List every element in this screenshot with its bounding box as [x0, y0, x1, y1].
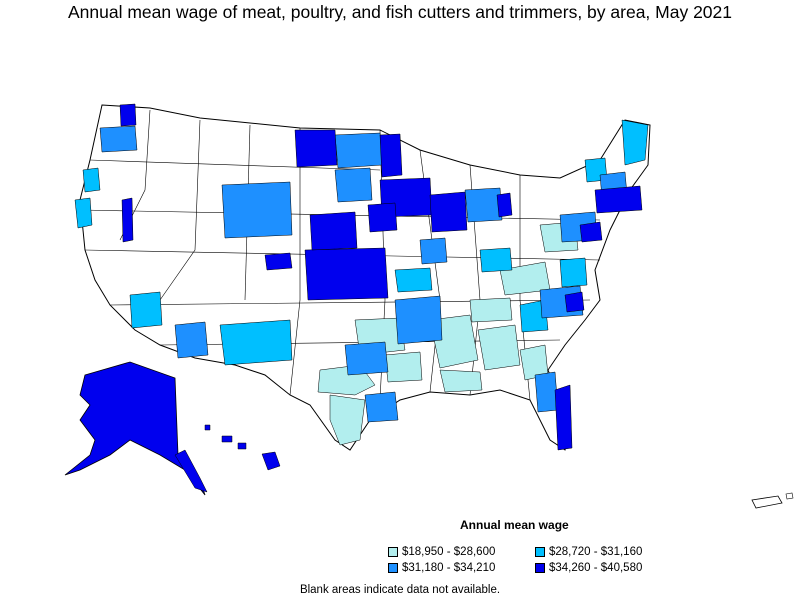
legend-label-tier-4: $34,260 - $40,580 — [549, 562, 643, 574]
alaska — [64, 361, 208, 496]
legend-item-tier-3: $31,180 - $34,210 — [388, 562, 495, 574]
areas-tier-2 — [74, 119, 649, 366]
map-title: Annual mean wage of meat, poultry, and f… — [67, 2, 733, 22]
blank-areas-note: Blank areas indicate data not available. — [299, 584, 501, 596]
puerto-rico — [751, 492, 794, 509]
legend-label-tier-2: $28,720 - $31,160 — [549, 546, 643, 558]
hawaii — [204, 424, 281, 471]
legend-swatch-tier-2 — [535, 547, 545, 557]
areas-tier-1 — [317, 221, 579, 446]
legend-title: Annual mean wage — [460, 518, 569, 532]
legend-label-tier-3: $31,180 - $34,210 — [402, 562, 496, 574]
legend-item-tier-1: $18,950 - $28,600 — [388, 546, 495, 558]
legend-swatch-tier-1 — [388, 547, 398, 557]
areas-tier-4 — [119, 103, 643, 451]
legend-item-tier-4: $34,260 - $40,580 — [535, 562, 642, 574]
legend-swatch-tier-3 — [388, 563, 398, 573]
legend-item-tier-2: $28,720 - $31,160 — [535, 546, 642, 558]
legend-swatch-tier-4 — [535, 563, 545, 573]
legend-label-tier-1: $18,950 - $28,600 — [402, 546, 496, 558]
